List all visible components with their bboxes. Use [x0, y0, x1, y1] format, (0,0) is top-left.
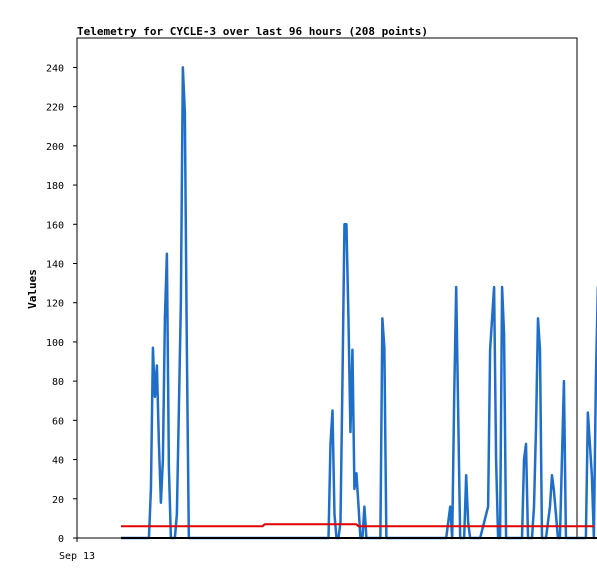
x-axis: Sep 13	[59, 538, 95, 562]
y-tick-label: 200	[46, 142, 64, 153]
y-tick-label: 180	[46, 181, 64, 192]
y-tick-label: 60	[52, 416, 64, 427]
y-tick-label: 20	[52, 495, 64, 506]
series-line-red	[121, 523, 594, 528]
y-tick-label: 240	[46, 63, 64, 74]
y-tick-label: 0	[58, 534, 64, 545]
y-tick-label: 80	[52, 377, 64, 388]
y-axis: 0 20 40 60 80 100 120 140 160 180 200 220 240	[46, 63, 77, 545]
y-tick-label: 140	[46, 259, 64, 270]
chart-title: Telemetry for CYCLE-3 over last 96 hours…	[77, 25, 428, 38]
x-tick-label: Sep 13	[59, 551, 95, 562]
y-tick-label: 160	[46, 220, 64, 231]
series-line-blue	[121, 66, 597, 540]
series-group	[121, 66, 597, 540]
y-tick-label: 100	[46, 338, 64, 349]
y-tick-label: 40	[52, 456, 64, 467]
y-tick-label: 120	[46, 299, 64, 310]
y-tick-label: 220	[46, 103, 64, 114]
y-axis-label: Values	[26, 269, 39, 309]
